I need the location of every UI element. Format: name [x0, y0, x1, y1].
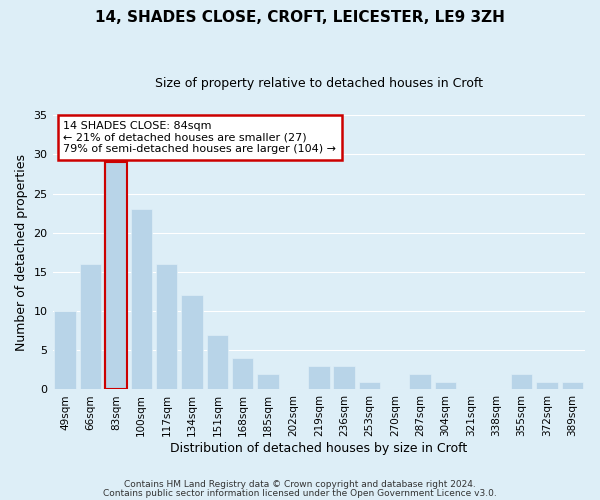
Bar	[232, 358, 253, 390]
Bar	[409, 374, 431, 390]
Bar	[562, 382, 583, 390]
Bar	[359, 382, 380, 390]
Text: Contains public sector information licensed under the Open Government Licence v3: Contains public sector information licen…	[103, 488, 497, 498]
Bar	[334, 366, 355, 390]
Bar	[80, 264, 101, 390]
Bar	[105, 162, 127, 390]
Bar	[181, 296, 203, 390]
Title: Size of property relative to detached houses in Croft: Size of property relative to detached ho…	[155, 78, 483, 90]
Text: 14, SHADES CLOSE, CROFT, LEICESTER, LE9 3ZH: 14, SHADES CLOSE, CROFT, LEICESTER, LE9 …	[95, 10, 505, 25]
Bar	[156, 264, 178, 390]
Bar	[55, 311, 76, 390]
Bar	[206, 334, 228, 390]
Bar	[257, 374, 279, 390]
Bar	[308, 366, 329, 390]
Bar	[536, 382, 558, 390]
Bar	[131, 210, 152, 390]
Text: 14 SHADES CLOSE: 84sqm
← 21% of detached houses are smaller (27)
79% of semi-det: 14 SHADES CLOSE: 84sqm ← 21% of detached…	[63, 121, 336, 154]
Bar	[435, 382, 457, 390]
X-axis label: Distribution of detached houses by size in Croft: Distribution of detached houses by size …	[170, 442, 467, 455]
Text: 14 SHADES CLOSE: 84sqm
← 21% of detached houses are smaller (27)
79% of semi-det: 14 SHADES CLOSE: 84sqm ← 21% of detached…	[58, 118, 368, 151]
Text: Contains HM Land Registry data © Crown copyright and database right 2024.: Contains HM Land Registry data © Crown c…	[124, 480, 476, 489]
Bar	[511, 374, 532, 390]
Y-axis label: Number of detached properties: Number of detached properties	[15, 154, 28, 351]
